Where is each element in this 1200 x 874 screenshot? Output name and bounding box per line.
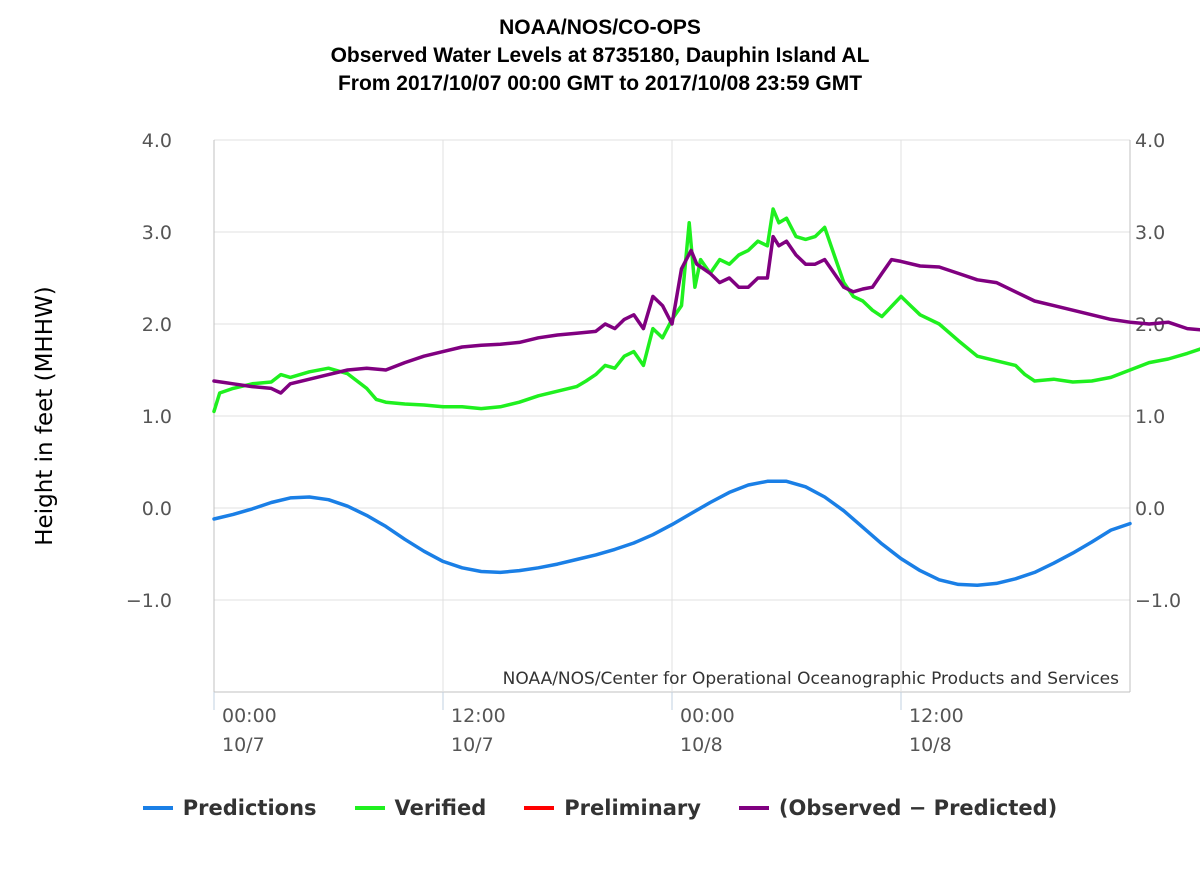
- legend: Predictions Verified Preliminary (Observed …: [0, 796, 1200, 820]
- x-tick-date-label: 10/7: [222, 734, 265, 756]
- legend-label: (Observed − Predicted): [778, 796, 1058, 820]
- y-tick-label-left: 4.0: [142, 130, 172, 152]
- legend-item-1[interactable]: Verified: [354, 796, 487, 820]
- chart-title-line-2: Observed Water Levels at 8735180, Dauphi…: [330, 44, 870, 67]
- chart-title-line-3: From 2017/10/07 00:00 GMT to 2017/10/08 …: [337, 72, 863, 95]
- legend-item-0[interactable]: Predictions: [142, 796, 317, 820]
- y-tick-label-left: 3.0: [142, 222, 172, 244]
- credit-text: NOAA/NOS/Center for Operational Oceanogr…: [503, 669, 1119, 689]
- legend-item-3[interactable]: (Observed − Predicted): [738, 796, 1058, 820]
- series-layer: [212, 207, 1200, 588]
- y-tick-label-right: 4.0: [1135, 130, 1165, 152]
- axes: 4.0 4.03.0 3.02.0 2.01.0 1.00.0 0.0−1.0 −1.000…: [126, 130, 1181, 756]
- y-tick-label-right: 3.0: [1135, 222, 1165, 244]
- legend-label: Verified: [394, 796, 487, 820]
- x-tick-date-label: 10/8: [680, 734, 723, 756]
- series-line-0: [212, 479, 1132, 588]
- legend-swatch: [524, 806, 555, 810]
- grid-lines: [213, 139, 1130, 693]
- x-tick-date-label: 10/7: [451, 734, 494, 756]
- legend-swatch: [738, 806, 769, 810]
- y-axis-label: Height in feet (MHHW): [32, 286, 58, 545]
- y-tick-label-left: −1.0: [126, 590, 172, 612]
- legend-item-2[interactable]: Preliminary: [524, 796, 701, 820]
- y-tick-label-left: 1.0: [142, 406, 172, 428]
- legend-label: Predictions: [182, 796, 317, 820]
- x-tick-time-label: 00:00: [680, 705, 735, 727]
- chart-title-block: NOAA/NOS/CO-OPS Observed Water Levels at…: [0, 14, 1200, 98]
- x-tick-date-label: 10/8: [909, 734, 952, 756]
- x-tick-time-label: 00:00: [222, 705, 277, 727]
- series-line-3: [212, 234, 1200, 395]
- series-line-1: [212, 207, 1200, 414]
- y-tick-label-right: 1.0: [1135, 406, 1165, 428]
- legend-swatch: [354, 806, 385, 810]
- y-tick-label-left: 0.0: [142, 498, 172, 520]
- chart-title-line-1: NOAA/NOS/CO-OPS: [499, 16, 701, 39]
- y-tick-label-left: 2.0: [142, 314, 172, 336]
- x-tick-time-label: 12:00: [451, 705, 506, 727]
- legend-label: Preliminary: [564, 796, 701, 820]
- x-tick-time-label: 12:00: [909, 705, 964, 727]
- legend-swatch: [142, 806, 173, 810]
- y-tick-label-right: −1.0: [1135, 590, 1181, 612]
- y-tick-label-right: 0.0: [1135, 498, 1165, 520]
